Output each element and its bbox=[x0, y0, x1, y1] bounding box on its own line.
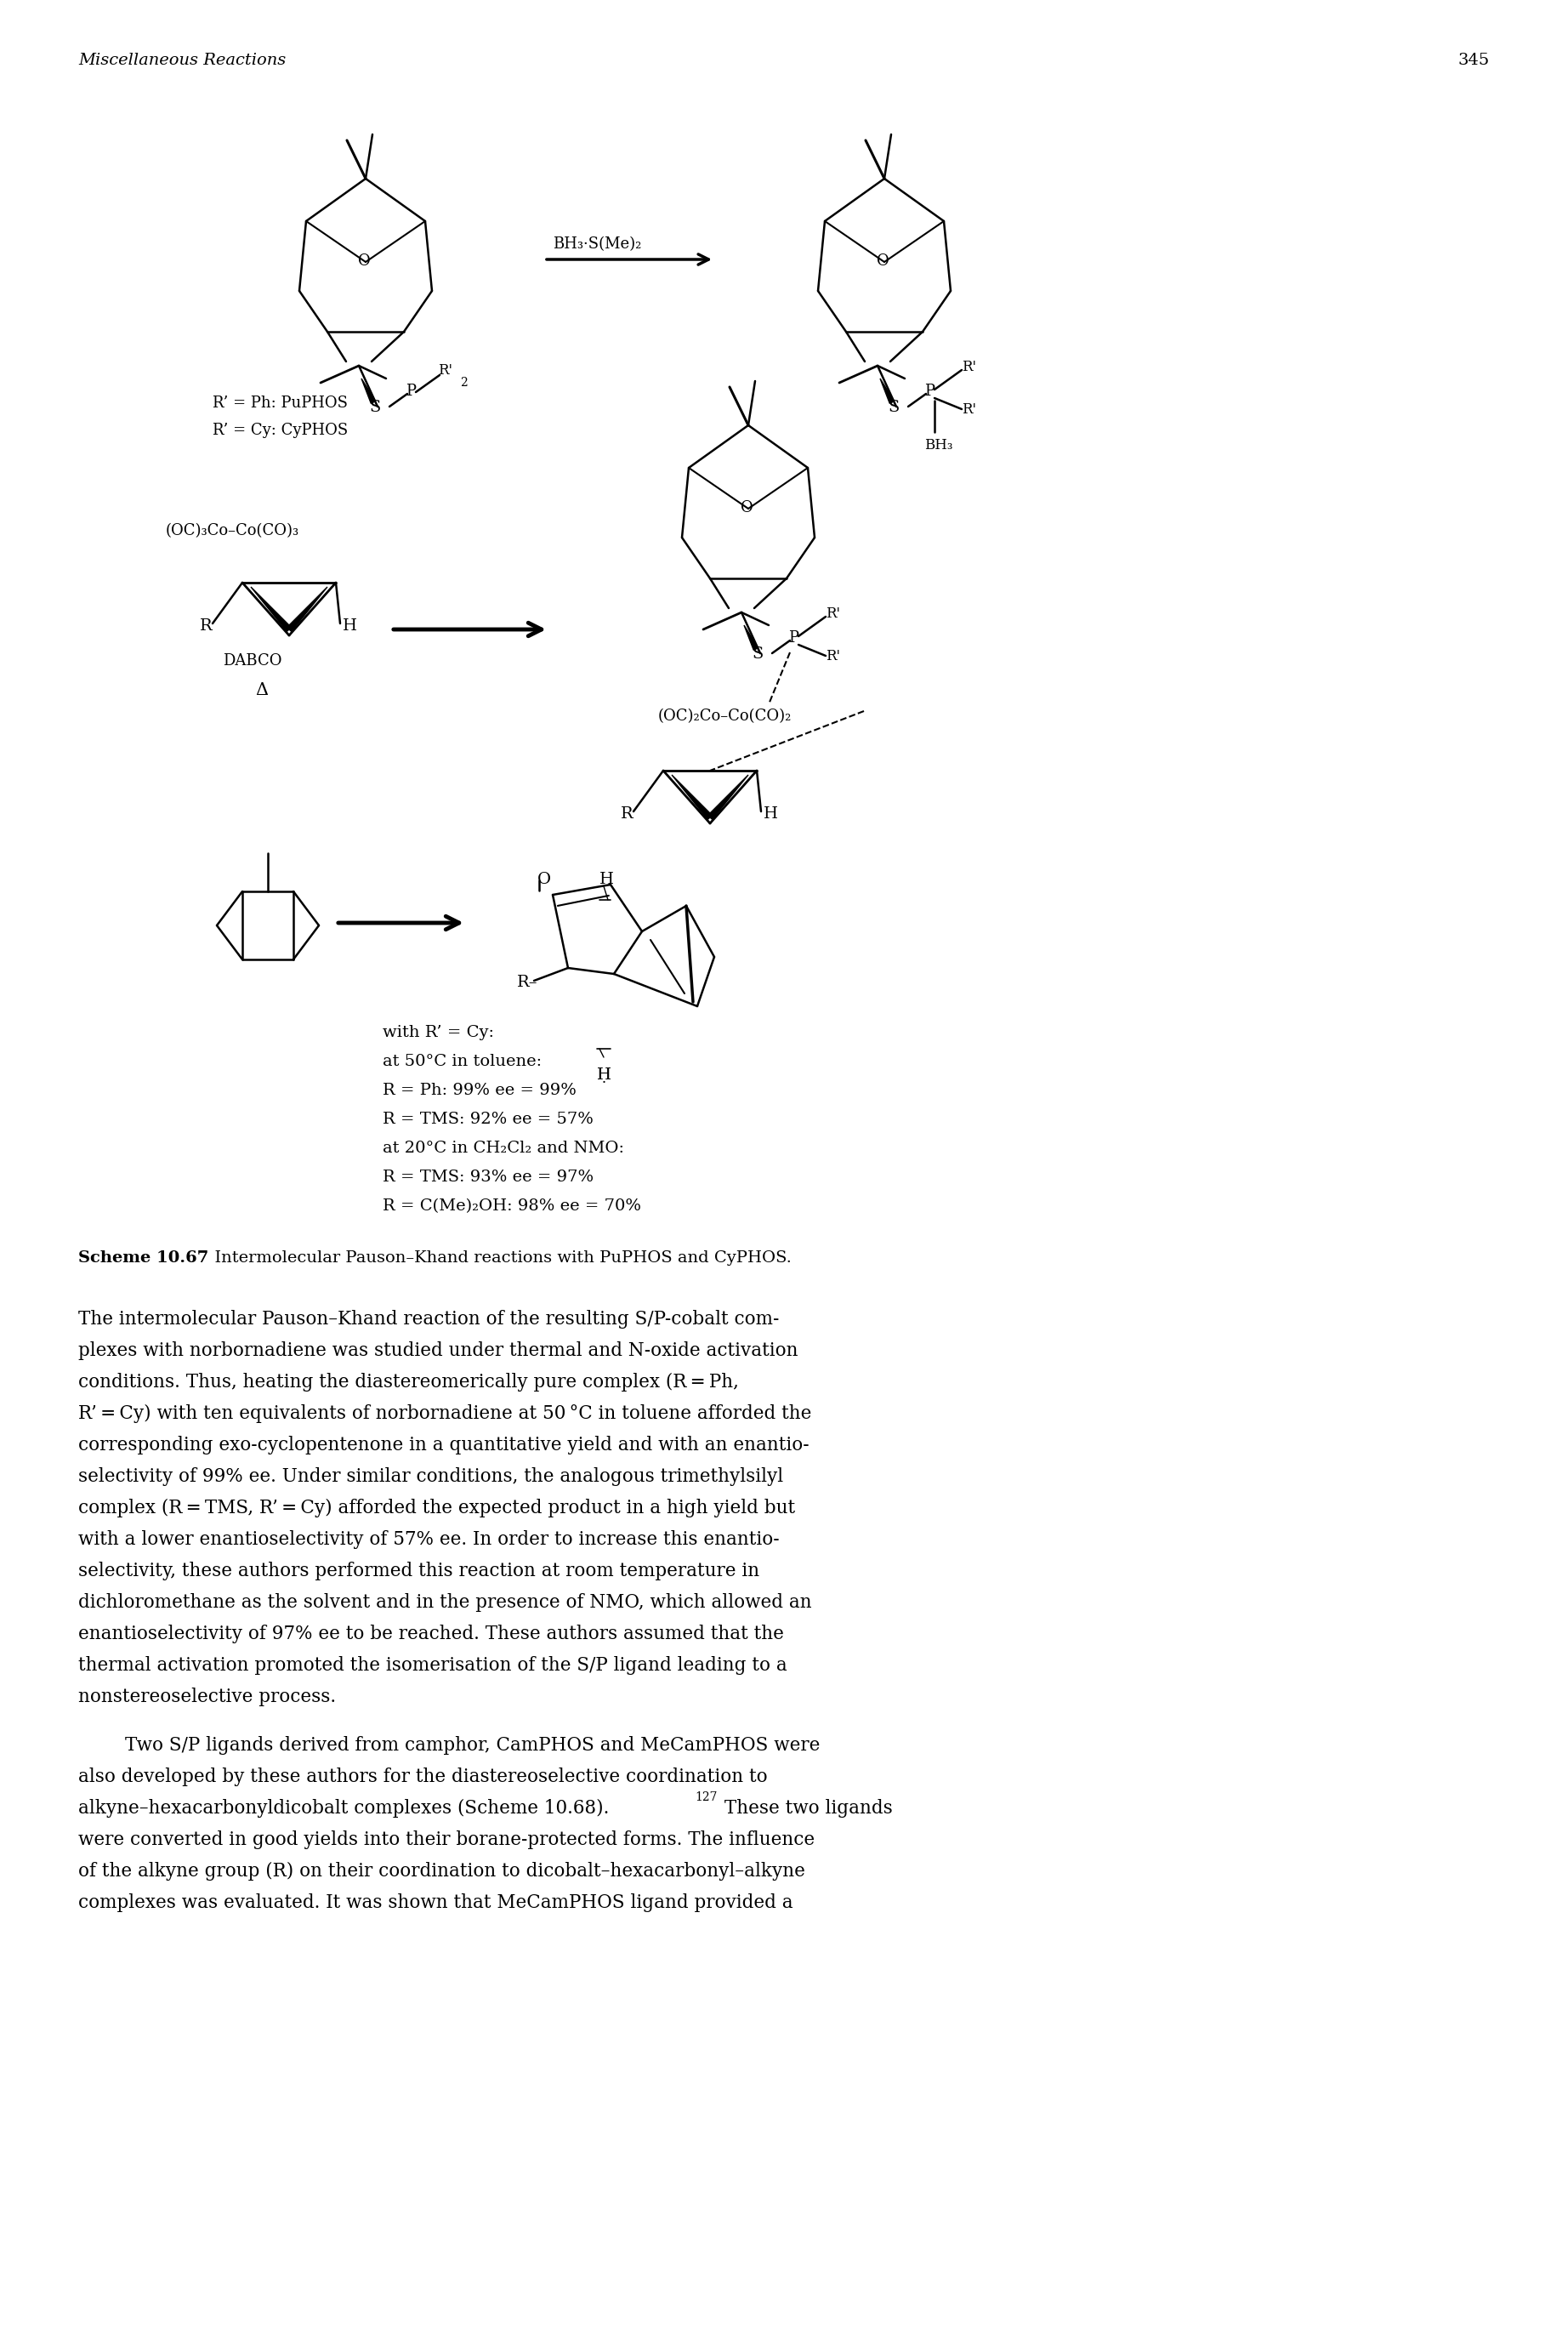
Text: R’ = Cy) with ten equivalents of norbornadiene at 50 °C in toluene afforded the: R’ = Cy) with ten equivalents of norborn… bbox=[78, 1404, 812, 1422]
Text: Two S/P ligands derived from camphor, CamPHOS and MeCamPHOS were: Two S/P ligands derived from camphor, Ca… bbox=[125, 1735, 820, 1754]
Polygon shape bbox=[707, 776, 748, 820]
Text: Scheme 10.67: Scheme 10.67 bbox=[78, 1251, 209, 1265]
Text: dichloromethane as the solvent and in the presence of NMO, which allowed an: dichloromethane as the solvent and in th… bbox=[78, 1594, 812, 1613]
Text: R’ = Ph: PuPHOS: R’ = Ph: PuPHOS bbox=[213, 395, 348, 411]
Text: R’ = Cy: CyPHOS: R’ = Cy: CyPHOS bbox=[213, 423, 348, 437]
Polygon shape bbox=[880, 379, 894, 404]
Text: (OC)₂Co–Co(CO)₂: (OC)₂Co–Co(CO)₂ bbox=[659, 708, 792, 724]
Text: selectivity of 99% ee. Under similar conditions, the analogous trimethylsilyl: selectivity of 99% ee. Under similar con… bbox=[78, 1467, 784, 1486]
Text: O: O bbox=[538, 872, 550, 886]
Text: R = TMS: 92% ee = 57%: R = TMS: 92% ee = 57% bbox=[383, 1112, 593, 1126]
Text: O: O bbox=[740, 501, 753, 515]
Text: 345: 345 bbox=[1458, 52, 1490, 68]
Text: P: P bbox=[924, 383, 935, 400]
Text: These two ligands: These two ligands bbox=[718, 1799, 892, 1817]
Text: Ḥ: Ḥ bbox=[597, 1067, 612, 1084]
Polygon shape bbox=[287, 588, 328, 632]
Text: H: H bbox=[764, 806, 778, 820]
Text: 2: 2 bbox=[459, 376, 467, 388]
Text: (OC)₃Co–Co(CO)₃: (OC)₃Co–Co(CO)₃ bbox=[166, 524, 299, 538]
Text: also developed by these authors for the diastereoselective coordination to: also developed by these authors for the … bbox=[78, 1768, 767, 1787]
Text: plexes with norbornadiene was studied under thermal and N-oxide activation: plexes with norbornadiene was studied un… bbox=[78, 1342, 798, 1361]
Text: at 20°C in CH₂Cl₂ and NMO:: at 20°C in CH₂Cl₂ and NMO: bbox=[383, 1140, 624, 1157]
Text: thermal activation promoted the isomerisation of the S/P ligand leading to a: thermal activation promoted the isomeris… bbox=[78, 1655, 787, 1674]
Text: S: S bbox=[751, 647, 764, 661]
Text: R = C(Me)₂OH: 98% ee = 70%: R = C(Me)₂OH: 98% ee = 70% bbox=[383, 1199, 641, 1213]
Text: enantioselectivity of 97% ee to be reached. These authors assumed that the: enantioselectivity of 97% ee to be reach… bbox=[78, 1625, 784, 1643]
Text: R': R' bbox=[826, 649, 840, 663]
Text: DABCO: DABCO bbox=[223, 654, 282, 668]
Text: R': R' bbox=[437, 362, 453, 379]
Text: of the alkyne group (R) on their coordination to dicobalt–hexacarbonyl–alkyne: of the alkyne group (R) on their coordin… bbox=[78, 1862, 804, 1881]
Text: R': R' bbox=[961, 360, 977, 374]
Text: O: O bbox=[877, 254, 889, 268]
Text: were converted in good yields into their borane-protected forms. The influence: were converted in good yields into their… bbox=[78, 1831, 815, 1850]
Text: H: H bbox=[343, 618, 358, 635]
Text: nonstereoselective process.: nonstereoselective process. bbox=[78, 1688, 336, 1707]
Text: P: P bbox=[789, 630, 798, 647]
Text: S: S bbox=[887, 400, 898, 416]
Text: corresponding exo-cyclopentenone in a quantitative yield and with an enantio-: corresponding exo-cyclopentenone in a qu… bbox=[78, 1436, 809, 1455]
Text: complex (R = TMS, R’ = Cy) afforded the expected product in a high yield but: complex (R = TMS, R’ = Cy) afforded the … bbox=[78, 1498, 795, 1516]
Text: S: S bbox=[368, 400, 381, 416]
Text: complexes was evaluated. It was shown that MeCamPHOS ligand provided a: complexes was evaluated. It was shown th… bbox=[78, 1893, 793, 1911]
Text: P: P bbox=[406, 383, 416, 400]
Text: selectivity, these authors performed this reaction at room temperature in: selectivity, these authors performed thi… bbox=[78, 1561, 759, 1580]
Text: R = Ph: 99% ee = 99%: R = Ph: 99% ee = 99% bbox=[383, 1084, 577, 1098]
Text: BH₃: BH₃ bbox=[924, 437, 953, 451]
Text: R = TMS: 93% ee = 97%: R = TMS: 93% ee = 97% bbox=[383, 1168, 594, 1185]
Text: H: H bbox=[599, 872, 615, 886]
Polygon shape bbox=[745, 625, 759, 651]
Text: R–: R– bbox=[517, 976, 538, 990]
Text: R': R' bbox=[826, 607, 840, 621]
Text: H: H bbox=[597, 1067, 612, 1084]
Text: at 50°C in toluene:: at 50°C in toluene: bbox=[383, 1053, 543, 1070]
Text: R': R' bbox=[961, 402, 977, 416]
Text: O: O bbox=[358, 254, 370, 268]
Polygon shape bbox=[671, 776, 712, 820]
Text: R: R bbox=[199, 618, 212, 635]
Polygon shape bbox=[251, 588, 292, 632]
Text: BH₃·S(Me)₂: BH₃·S(Me)₂ bbox=[552, 237, 641, 252]
Text: alkyne–hexacarbonyldicobalt complexes (Scheme 10.68).: alkyne–hexacarbonyldicobalt complexes (S… bbox=[78, 1799, 608, 1817]
Text: conditions. Thus, heating the diastereomerically pure complex (R = Ph,: conditions. Thus, heating the diastereom… bbox=[78, 1373, 739, 1392]
Text: 127: 127 bbox=[695, 1791, 717, 1803]
Text: Intermolecular Pauson–Khand reactions with PuPHOS and CyPHOS.: Intermolecular Pauson–Khand reactions wi… bbox=[204, 1251, 792, 1265]
Text: R: R bbox=[621, 806, 633, 820]
Text: The intermolecular Pauson–Khand reaction of the resulting S/P-cobalt com-: The intermolecular Pauson–Khand reaction… bbox=[78, 1310, 779, 1328]
Text: Miscellaneous Reactions: Miscellaneous Reactions bbox=[78, 52, 285, 68]
Text: Δ: Δ bbox=[256, 682, 268, 698]
Polygon shape bbox=[361, 379, 376, 404]
Text: with R’ = Cy:: with R’ = Cy: bbox=[383, 1025, 494, 1039]
Text: with a lower enantioselectivity of 57% ee. In order to increase this enantio-: with a lower enantioselectivity of 57% e… bbox=[78, 1531, 779, 1549]
